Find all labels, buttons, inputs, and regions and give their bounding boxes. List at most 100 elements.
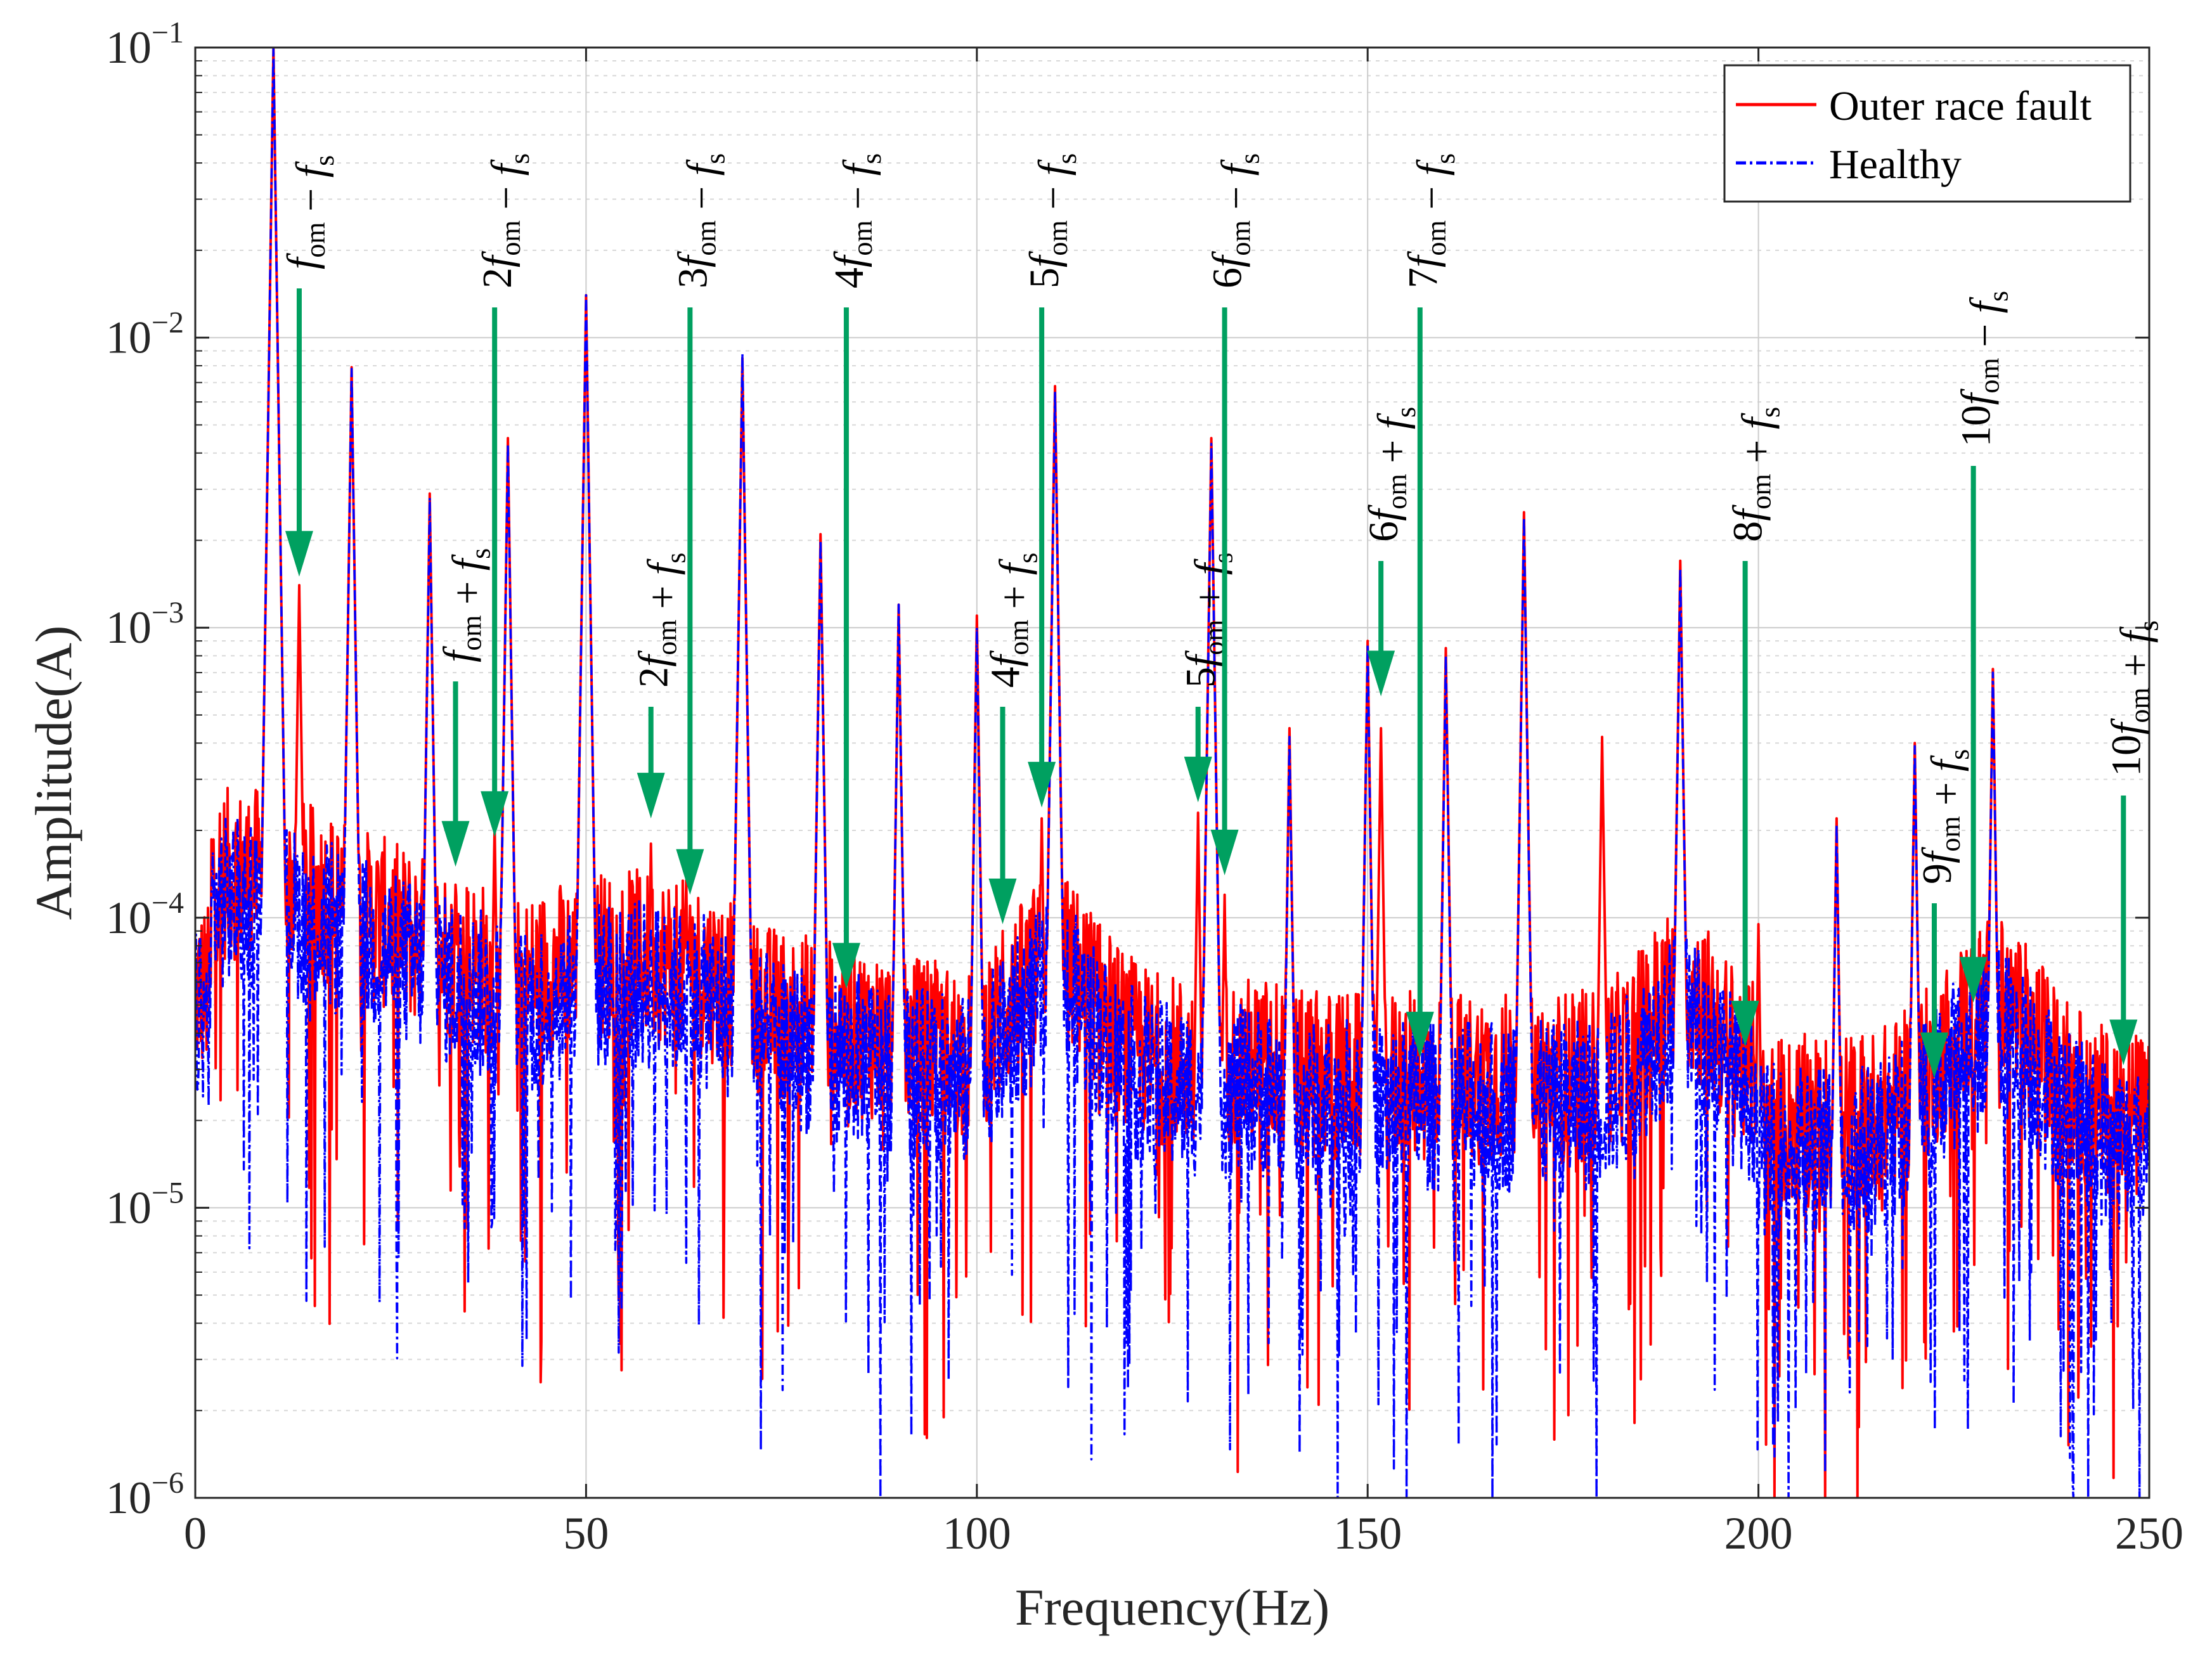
annotation-label-part: + <box>1369 429 1416 474</box>
annotation-label-part: 10 <box>2103 735 2149 777</box>
annotation-label: fom + fs <box>436 548 496 662</box>
annotation-label: 8fom + fs <box>1725 407 1786 542</box>
annotation-arrowhead <box>988 878 1017 924</box>
annotation-arrowhead <box>1920 1032 1948 1078</box>
annotation-label-part: om <box>1935 816 1966 851</box>
annotation-label-part: − <box>835 176 881 220</box>
annotation-label: 5fom − fs <box>1021 153 1082 288</box>
annotation-label-part: 8 <box>1725 521 1771 542</box>
annotation-label-part: + <box>444 570 491 615</box>
annotation-label: 6fom + fs <box>1361 407 1421 542</box>
y-tick-label: 10−5 <box>106 1176 184 1233</box>
annotation-arrowhead <box>1028 761 1056 808</box>
annotation-label: 3fom − fs <box>669 153 730 288</box>
x-axis: 0 50 100 150 200 250 <box>184 48 2183 1559</box>
annotation-label-part: om <box>495 220 526 255</box>
annotation-label-part: + <box>640 575 686 619</box>
annotation-label-part: 10 <box>1953 405 2000 447</box>
annotation-label-part: − <box>678 176 725 220</box>
annotation-label-part: om <box>1003 619 1034 655</box>
annotation-label-part: + <box>1923 771 1969 816</box>
annotation-label-part: − <box>1213 176 1260 220</box>
annotation-arrowhead <box>1731 1000 1759 1047</box>
annotation-label-part: s <box>699 153 730 164</box>
annotation-label-part: om <box>1226 220 1257 255</box>
y-tick-label: 10−3 <box>106 596 184 653</box>
y-axis-title: Amplitude(A) <box>25 626 82 920</box>
legend-label: Outer race fault <box>1829 83 2092 129</box>
annotation-label-part: s <box>1051 153 1082 164</box>
y-tick-label: 10−6 <box>106 1466 184 1523</box>
annotation-label-part: 5 <box>1178 667 1224 688</box>
annotation-arrowhead <box>637 773 665 819</box>
x-tick-label: 250 <box>2115 1508 2183 1559</box>
annotation-label-part: s <box>309 155 340 166</box>
series-group <box>195 48 2149 1498</box>
x-axis-title: Frequency(Hz) <box>1015 1578 1329 1636</box>
annotation-label-part: 6 <box>1361 521 1407 542</box>
annotation-arrowhead <box>1210 829 1239 875</box>
annotation-label-part: 3 <box>669 267 716 288</box>
annotation-label-part: 5 <box>1021 267 1068 288</box>
annotation-label-part: s <box>465 548 496 559</box>
legend-box <box>1723 64 2131 203</box>
legend: Outer race fault Healthy <box>1723 64 2131 203</box>
x-tick-label: 50 <box>563 1508 609 1559</box>
annotation-label-part: − <box>1409 176 1455 220</box>
x-tick-label: 150 <box>1333 1508 1402 1559</box>
annotation-label-part: − <box>483 176 529 220</box>
annotation-label-part: − <box>1962 313 2008 358</box>
annotation-label-part: om <box>300 222 331 257</box>
annotation-label-part: + <box>1734 429 1780 474</box>
annotation-label-part: − <box>1030 176 1077 220</box>
annotation-label-part: om <box>2124 687 2155 723</box>
annotation-label-part: + <box>991 575 1037 619</box>
annotation-label: 2fom − fs <box>474 153 535 288</box>
annotation-label-part: s <box>1012 553 1043 564</box>
annotation-arrowhead <box>285 531 313 577</box>
annotation-arrowhead <box>441 821 470 867</box>
annotation-arrowhead <box>1184 756 1212 802</box>
annotation-label-part: s <box>661 553 692 564</box>
annotation-label-part: 2 <box>631 667 677 688</box>
annotation-label-part: − <box>288 177 334 222</box>
annotation-label-part: om <box>652 619 683 655</box>
annotation-label-part: s <box>1944 749 1975 760</box>
annotation-label: 7fom − fs <box>1400 153 1461 288</box>
annotation-label-part: om <box>1746 474 1777 509</box>
annotation-label-part: om <box>1042 220 1073 255</box>
annotation-label-part: s <box>1755 407 1786 418</box>
annotation-label: 4fom − fs <box>826 153 887 288</box>
axes-box <box>194 46 2151 1499</box>
annotation-arrowhead <box>1959 957 1988 1003</box>
y-tick-label: 10−2 <box>106 306 184 363</box>
series-line-healthy <box>195 48 2149 1498</box>
annotation-arrowhead <box>481 791 509 837</box>
annotation-label-part: + <box>2112 643 2158 687</box>
annotation-arrowhead <box>676 849 704 895</box>
annotation-label: 6fom − fs <box>1205 153 1265 288</box>
annotation-label-part: s <box>1983 291 2014 302</box>
annotation-label: 10fom + fs <box>2103 621 2164 777</box>
annotation-label-part: s <box>1390 407 1421 418</box>
x-tick-label: 0 <box>184 1508 207 1559</box>
annotation-label-part: s <box>1430 153 1461 164</box>
annotation-label-part: 9 <box>1914 863 1960 884</box>
annotation-arrowhead <box>832 943 860 989</box>
annotation-label-part: 4 <box>982 667 1028 688</box>
annotation-label-part: om <box>690 220 721 255</box>
y-tick-label: 10−1 <box>106 16 184 73</box>
annotation-label-part: om <box>1974 358 2005 393</box>
annotation-label: fom − fs <box>279 155 340 269</box>
legend-label: Healthy <box>1829 141 1962 188</box>
annotation-label-part: om <box>847 220 878 255</box>
annotation-arrowhead <box>1367 650 1395 697</box>
annotation-label-part: 2 <box>474 267 521 288</box>
y-tick-label: 10−4 <box>106 886 184 943</box>
annotation-label-part: 7 <box>1400 267 1446 288</box>
annotation-label-part: om <box>1421 220 1452 255</box>
annotation-arrowhead <box>1406 1012 1434 1058</box>
annotation-label: 10fom − fs <box>1953 291 2014 447</box>
